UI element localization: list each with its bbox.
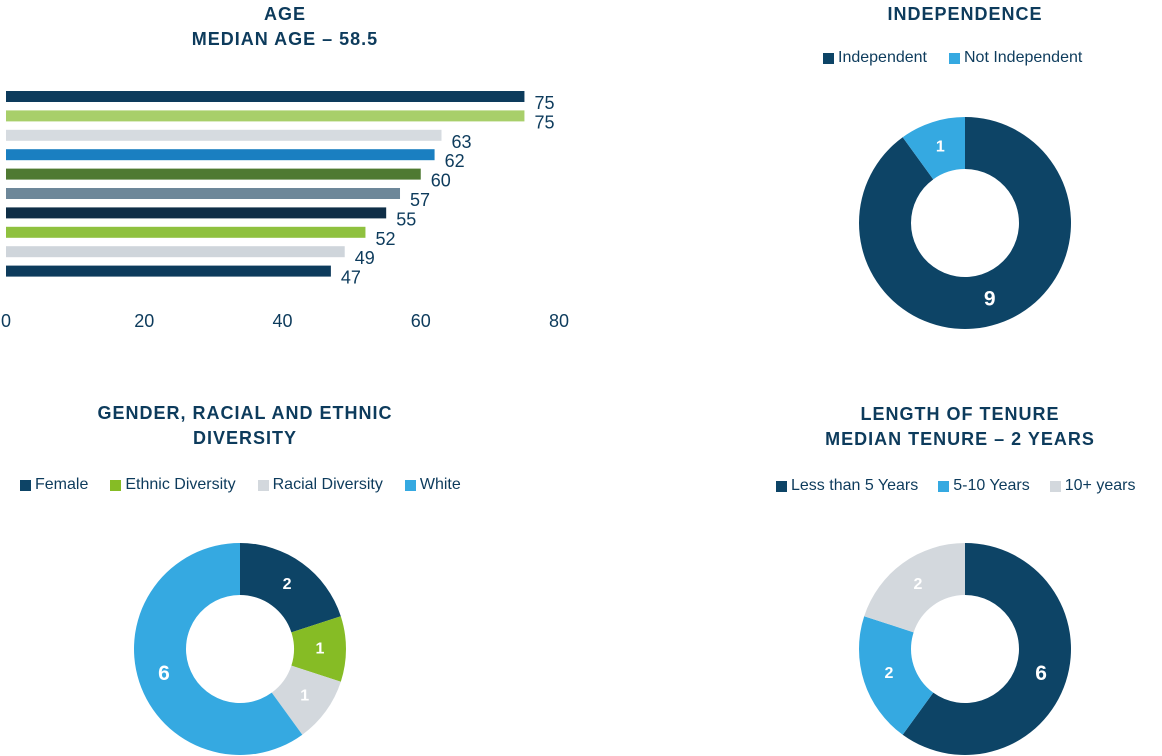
age-bar-8 bbox=[6, 246, 345, 258]
donut-slice-0 bbox=[859, 117, 1071, 329]
age-bar-label-6: 55 bbox=[396, 209, 416, 229]
legend-item-0: Female bbox=[20, 476, 88, 494]
age-bar-7 bbox=[6, 226, 366, 238]
age-bar-label-4: 60 bbox=[431, 171, 451, 191]
legend-swatch bbox=[404, 479, 416, 491]
diversity-chart-title: GENDER, RACIAL AND ETHNIC DIVERSITY bbox=[80, 401, 410, 451]
age-bar-label-1: 75 bbox=[534, 112, 554, 132]
age-bar-label-9: 47 bbox=[341, 268, 361, 288]
legend-label: Less than 5 Years bbox=[791, 477, 919, 494]
age-bar-label-2: 63 bbox=[451, 132, 471, 152]
legend-swatch bbox=[948, 52, 960, 64]
donut-slice-label-1: 2 bbox=[884, 665, 893, 682]
legend-item-1: 5-10 Years bbox=[938, 477, 1030, 495]
age-bar-3 bbox=[6, 149, 435, 161]
donut-slice-label-0: 9 bbox=[984, 288, 996, 311]
legend-label: 10+ years bbox=[1064, 477, 1136, 494]
donut-slice-label-3: 6 bbox=[158, 662, 170, 685]
donut-slice-label-1: 1 bbox=[316, 641, 325, 658]
legend-swatch bbox=[938, 480, 950, 492]
legend-item-2: Racial Diversity bbox=[257, 476, 383, 494]
donut-slice-0 bbox=[902, 543, 1071, 755]
independence-chart-title: INDEPENDENCE bbox=[815, 2, 1115, 27]
age-bar-label-8: 49 bbox=[355, 248, 375, 268]
tenure-title: LENGTH OF TENURE bbox=[860, 404, 1060, 424]
donut-slice-label-0: 2 bbox=[283, 576, 292, 593]
legend-label: 5-10 Years bbox=[953, 477, 1030, 494]
legend-label: Independent bbox=[838, 49, 927, 66]
legend-item-0: Independent bbox=[823, 49, 927, 67]
legend-swatch bbox=[1049, 480, 1061, 492]
donut-slice-3 bbox=[134, 543, 303, 755]
age-x-tick-3: 60 bbox=[411, 311, 431, 331]
donut-slice-label-0: 6 bbox=[1035, 662, 1047, 685]
age-title: AGE bbox=[263, 4, 306, 24]
age-x-tick-0: 0 bbox=[1, 311, 11, 331]
age-x-tick-2: 40 bbox=[272, 311, 292, 331]
legend-label: Racial Diversity bbox=[272, 476, 383, 493]
tenure-legend: Less than 5 Years 5-10 Years 10+ years bbox=[776, 477, 1135, 495]
legend-item-0: Less than 5 Years bbox=[776, 477, 918, 495]
donut-slice-1 bbox=[859, 616, 934, 735]
legend-item-1: Not Independent bbox=[948, 49, 1083, 67]
age-bar-label-0: 75 bbox=[534, 93, 554, 113]
tenure-subtitle: MEDIAN TENURE – 2 YEARS bbox=[825, 429, 1095, 449]
age-bar-9 bbox=[6, 265, 331, 277]
legend-item-1: Ethnic Diversity bbox=[110, 476, 236, 494]
donut-slice-1 bbox=[902, 117, 965, 180]
age-bar-0 bbox=[6, 91, 525, 102]
independence-legend: Independent Not Independent bbox=[823, 49, 1082, 67]
tenure-chart-title: LENGTH OF TENURE MEDIAN TENURE – 2 YEARS bbox=[780, 402, 1140, 452]
donut-slice-label-2: 2 bbox=[914, 576, 923, 593]
age-bar-4 bbox=[6, 168, 421, 180]
diversity-title: GENDER, RACIAL AND ETHNIC DIVERSITY bbox=[97, 403, 393, 448]
legend-swatch bbox=[823, 52, 834, 64]
age-bar-2 bbox=[6, 129, 442, 141]
legend-swatch bbox=[110, 479, 122, 491]
legend-label: Female bbox=[35, 476, 89, 493]
legend-swatch bbox=[20, 479, 31, 491]
donut-slice-2 bbox=[271, 665, 341, 735]
age-bar-6 bbox=[6, 207, 387, 219]
age-bar-label-5: 57 bbox=[410, 190, 430, 210]
age-bar-5 bbox=[6, 188, 401, 199]
donut-slice-1 bbox=[291, 616, 346, 682]
independence-title: INDEPENDENCE bbox=[887, 4, 1043, 24]
age-bar-1 bbox=[6, 110, 525, 122]
diversity-legend: Female Ethnic Diversity Racial Diversity Wh… bbox=[20, 476, 461, 494]
donut-slice-2 bbox=[864, 543, 965, 633]
legend-label: Ethnic Diversity bbox=[125, 476, 236, 493]
legend-label: White bbox=[419, 476, 461, 493]
legend-swatch bbox=[776, 480, 787, 492]
donut-slice-label-1: 1 bbox=[936, 138, 945, 155]
legend-swatch bbox=[257, 479, 269, 491]
legend-item-2: 10+ years bbox=[1049, 477, 1136, 495]
donut-slice-label-2: 1 bbox=[300, 688, 309, 705]
legend-label: Not Independent bbox=[963, 49, 1083, 66]
age-x-tick-4: 80 bbox=[549, 311, 569, 331]
age-bar-label-3: 62 bbox=[445, 151, 465, 171]
age-subtitle: MEDIAN AGE – 58.5 bbox=[191, 29, 379, 49]
age-chart-title: AGE MEDIAN AGE – 58.5 bbox=[135, 2, 435, 52]
age-bar-label-7: 52 bbox=[375, 229, 395, 249]
legend-item-3: White bbox=[404, 476, 461, 494]
age-x-tick-1: 20 bbox=[134, 311, 154, 331]
donut-slice-0 bbox=[240, 543, 341, 633]
